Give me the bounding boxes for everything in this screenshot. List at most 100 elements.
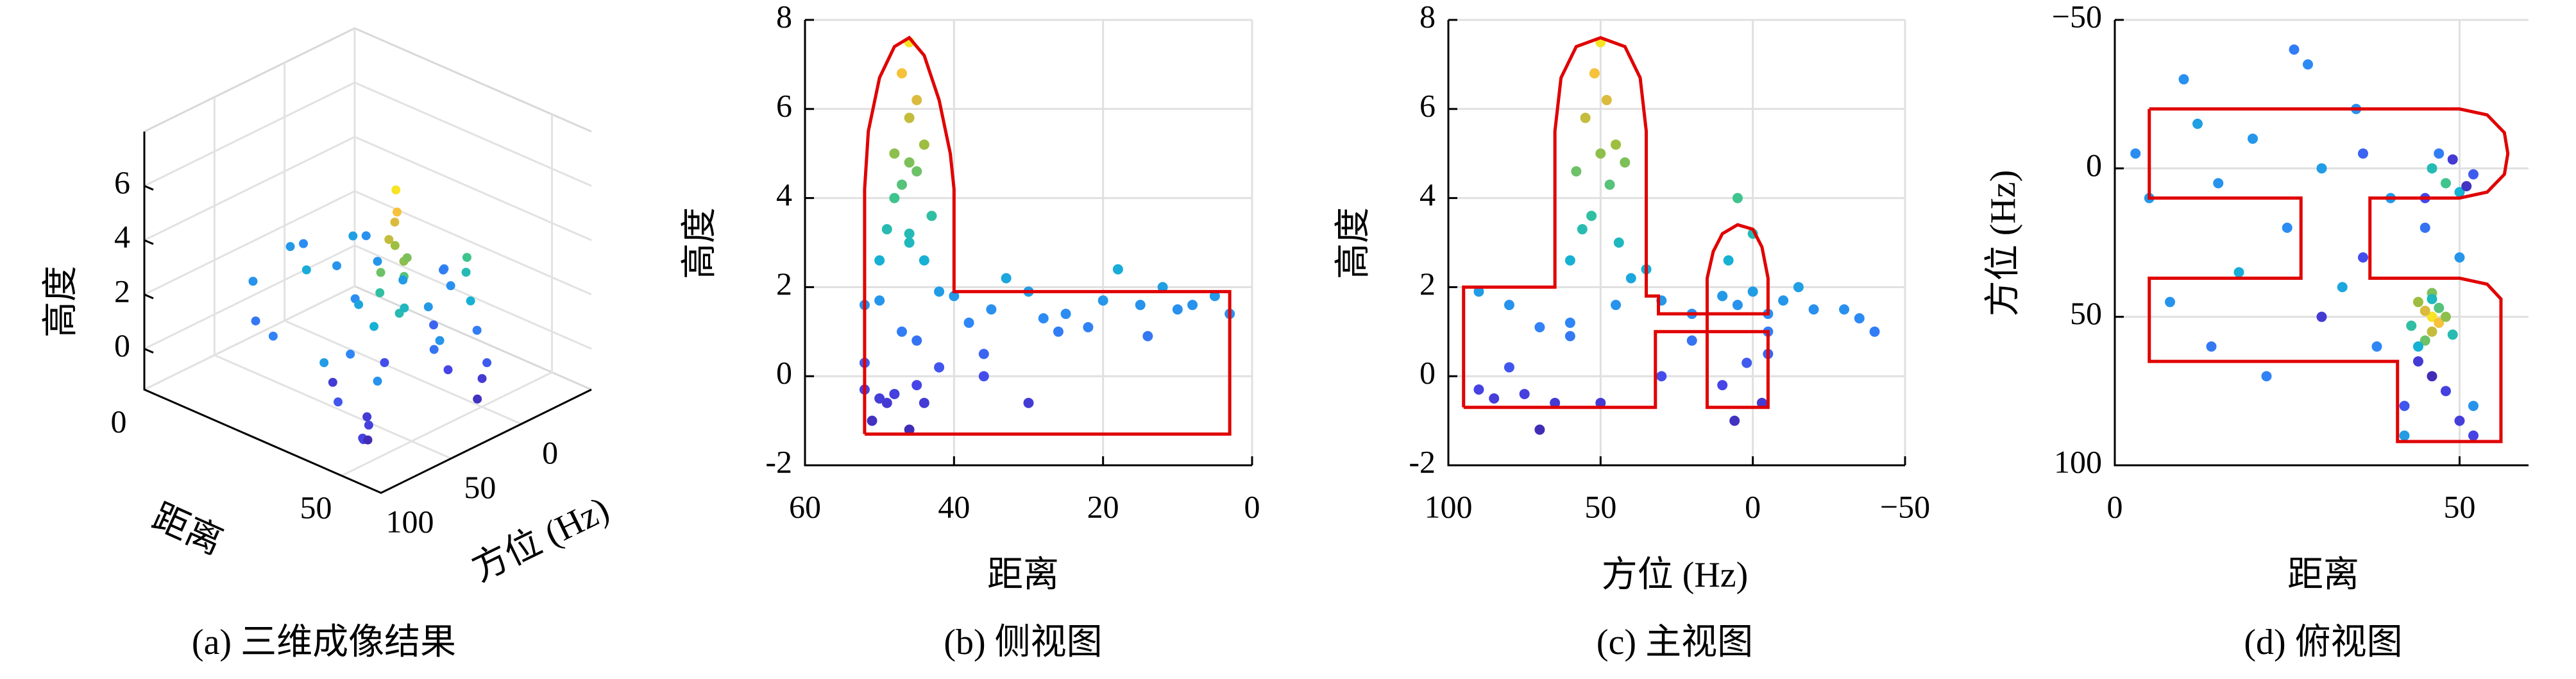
data-point [911, 94, 922, 105]
y-tick-label: -2 [1409, 443, 1436, 479]
data-point [369, 322, 379, 331]
subplot: -2 0 2 4 6 8 100 50 0 −50 方位 (Hz) 高度 (c) 主视图 [1334, 0, 1930, 662]
data-point [482, 358, 492, 368]
x-tick-label: 60 [789, 488, 821, 524]
data-point [2434, 302, 2445, 313]
x-tick-label: 0 [2107, 488, 2123, 524]
subplot: -2 0 2 4 6 8 60 40 20 0 距离 高度 (b) 侧视图 [680, 0, 1260, 662]
y-tick-label: 100 [386, 503, 434, 539]
x-tick-label: 0 [111, 403, 127, 439]
data-point [390, 218, 400, 227]
caption: (c) 主视图 [1597, 623, 1753, 662]
data-point [2413, 297, 2423, 307]
data-point [402, 253, 412, 262]
data-point [354, 300, 364, 309]
data-point [2468, 430, 2479, 441]
grid-line [144, 28, 356, 391]
y-tick-label: 100 [2054, 443, 2102, 479]
y-tick-label: 8 [1419, 0, 1436, 34]
data-point [373, 257, 382, 266]
data-point [1747, 286, 1758, 297]
data-point [1723, 255, 1734, 266]
data-point [1604, 179, 1615, 190]
data-point [461, 268, 471, 277]
data-point [2454, 252, 2465, 263]
caption: (b) 侧视图 [944, 623, 1102, 662]
data-point [1611, 300, 1622, 311]
z-tick-label: 6 [114, 164, 130, 200]
data-point [2461, 181, 2472, 192]
data-point [393, 207, 402, 217]
z-tick [144, 293, 154, 300]
data-point [1187, 300, 1198, 311]
x-tick-label: 50 [2444, 488, 2476, 524]
y-tick-label: 6 [1419, 87, 1436, 123]
axis-line [2114, 20, 2529, 467]
data-point [1717, 380, 1728, 391]
data-point [373, 376, 382, 386]
data-point [364, 420, 373, 430]
data-point [1620, 157, 1631, 168]
data-point [897, 326, 908, 337]
data-point [376, 268, 386, 277]
data-point [1053, 326, 1063, 337]
y-tick-label: 0 [776, 355, 792, 391]
data-point [963, 317, 974, 328]
data-point [881, 397, 892, 408]
data-point [2165, 297, 2175, 307]
data-point [2206, 341, 2217, 352]
y-tick-label: 4 [776, 176, 792, 212]
y-axis-label: 高度 [680, 207, 720, 279]
data-point [1732, 300, 1743, 311]
data-point [911, 380, 922, 391]
data-point [1577, 224, 1588, 235]
data-point [1473, 286, 1484, 297]
data-point [1564, 255, 1575, 266]
data-point [380, 357, 389, 367]
box-edge [144, 27, 592, 133]
data-point [346, 349, 355, 359]
data-point [1580, 112, 1591, 123]
data-point [904, 112, 915, 123]
data-point [934, 362, 945, 373]
data-point [881, 224, 892, 235]
data-point [1732, 193, 1743, 203]
data-point [2178, 74, 2189, 85]
axis-line [1447, 20, 1905, 467]
data-point [2441, 178, 2451, 189]
data-point [2419, 222, 2430, 233]
data-point [2192, 118, 2203, 129]
data-point [1717, 291, 1728, 302]
data-point [477, 374, 487, 383]
data-point [934, 286, 945, 297]
data-point [429, 345, 439, 354]
data-point [1854, 313, 1865, 323]
axis-line [143, 132, 592, 494]
data-point [919, 397, 929, 408]
data-point [285, 242, 295, 252]
data-point [904, 228, 915, 239]
data-point [2468, 400, 2479, 411]
data-point [919, 255, 929, 266]
outline [2148, 107, 2510, 443]
data-point [2447, 329, 2458, 340]
data-point [889, 388, 900, 399]
data-point [473, 394, 482, 404]
data-point [423, 302, 433, 312]
data-point [1564, 317, 1575, 328]
data-point [1839, 304, 1850, 315]
data-point [1613, 237, 1624, 248]
data-point [362, 412, 372, 422]
data-point [986, 304, 997, 315]
data-point [904, 157, 915, 168]
data-point [2441, 311, 2451, 322]
data-point [1519, 388, 1530, 399]
data-point [363, 435, 373, 445]
z-tick-label: 4 [114, 219, 130, 255]
data-point [2419, 335, 2430, 346]
data-point [2427, 311, 2437, 322]
data-point [2434, 148, 2445, 159]
data-point [384, 235, 394, 245]
x-tick-label: 0 [1244, 488, 1260, 524]
